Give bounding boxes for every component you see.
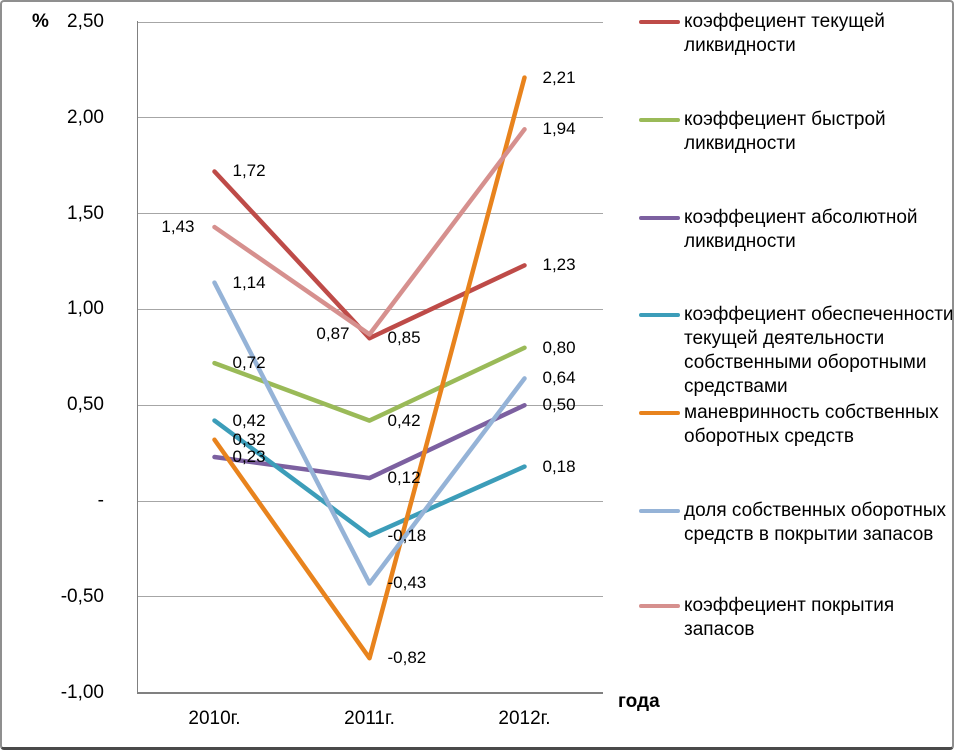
gridline — [137, 21, 603, 23]
legend-label: доля собственных оборотных средств в покр… — [684, 500, 946, 545]
data-label: -0,18 — [387, 525, 427, 545]
legend-line-swatch — [639, 411, 680, 415]
legend-line-swatch — [639, 20, 680, 24]
data-label: 1,14 — [232, 272, 266, 292]
data-label: 1,94 — [542, 119, 576, 139]
data-label: 0,32 — [232, 429, 266, 449]
data-label: 1,43 — [161, 217, 195, 237]
data-label: 0,23 — [232, 446, 266, 466]
data-label: -0,82 — [387, 648, 427, 668]
data-label: 0,42 — [387, 410, 421, 430]
legend-item: маневринность собственных оборотных средс… — [639, 401, 939, 449]
data-label: 0,85 — [387, 328, 421, 348]
legend-label: коэффециент быстрой ликвидности — [684, 109, 886, 154]
series-line-1 — [212, 169, 527, 341]
x-tick-label: 2010г. — [188, 708, 241, 729]
legend-line-swatch — [639, 313, 680, 317]
legend-label: коэффециент абсолютной ликвидности — [684, 207, 918, 252]
data-label: 0,64 — [542, 368, 576, 388]
y-tick-label: 1,00 — [67, 298, 104, 320]
data-label: 0,12 — [387, 468, 421, 488]
legend-label: маневринность собственных оборотных средс… — [684, 402, 939, 447]
data-label: 0,87 — [316, 324, 350, 344]
legend-label: коэффециент покрытия запасов — [684, 595, 895, 640]
legend-item: коэффециент текущей ликвидности — [639, 10, 885, 58]
legend-line-swatch — [639, 216, 680, 220]
y-tick-label: 1,50 — [67, 202, 104, 224]
legend-line-swatch — [639, 118, 680, 122]
legend-label: коэффециент обеспеченности текущей деятел… — [684, 304, 954, 397]
y-tick-label: 2,50 — [67, 11, 104, 32]
data-label: 0,50 — [542, 395, 576, 415]
x-tick-label: 2011г. — [344, 708, 395, 729]
data-label: 1,72 — [232, 161, 266, 181]
y-tick-label: -1,00 — [60, 681, 104, 703]
legend-item: коэффециент покрытия запасов — [639, 594, 894, 642]
gridline — [137, 596, 603, 598]
y-tick-label: -0,50 — [60, 585, 104, 607]
legend-line-swatch — [639, 509, 680, 513]
data-label: 0,72 — [232, 353, 266, 373]
gridline — [137, 404, 603, 406]
y-tick-label: 2,00 — [67, 106, 104, 128]
legend-item: коэффециент быстрой ликвидности — [639, 108, 886, 156]
x-axis-title: года — [618, 691, 660, 712]
y-axis-line — [137, 21, 138, 694]
data-label: -0,43 — [387, 573, 427, 593]
data-label: 2,21 — [542, 67, 576, 87]
x-tick-label: 2012г. — [498, 708, 551, 729]
gridline — [137, 117, 603, 119]
legend-item: коэффециент абсолютной ликвидности — [639, 206, 918, 254]
y-tick-label: - — [97, 490, 104, 512]
legend-item: коэффециент обеспеченности текущей деятел… — [639, 303, 954, 399]
y-axis-title: % — [32, 11, 49, 32]
x-axis-line — [137, 691, 603, 694]
y-tick-label: 0,50 — [67, 394, 104, 416]
data-label: 0,42 — [232, 410, 266, 430]
data-label: 0,18 — [542, 456, 576, 476]
legend-label: коэффециент текущей ликвидности — [684, 11, 885, 56]
legend-item: доля собственных оборотных средств в покр… — [639, 499, 946, 547]
gridline — [137, 213, 603, 215]
gridline — [137, 500, 603, 502]
data-label: 1,23 — [542, 255, 576, 275]
legend-line-swatch — [639, 604, 680, 608]
data-label: 0,80 — [542, 337, 576, 357]
gridline — [137, 308, 603, 310]
